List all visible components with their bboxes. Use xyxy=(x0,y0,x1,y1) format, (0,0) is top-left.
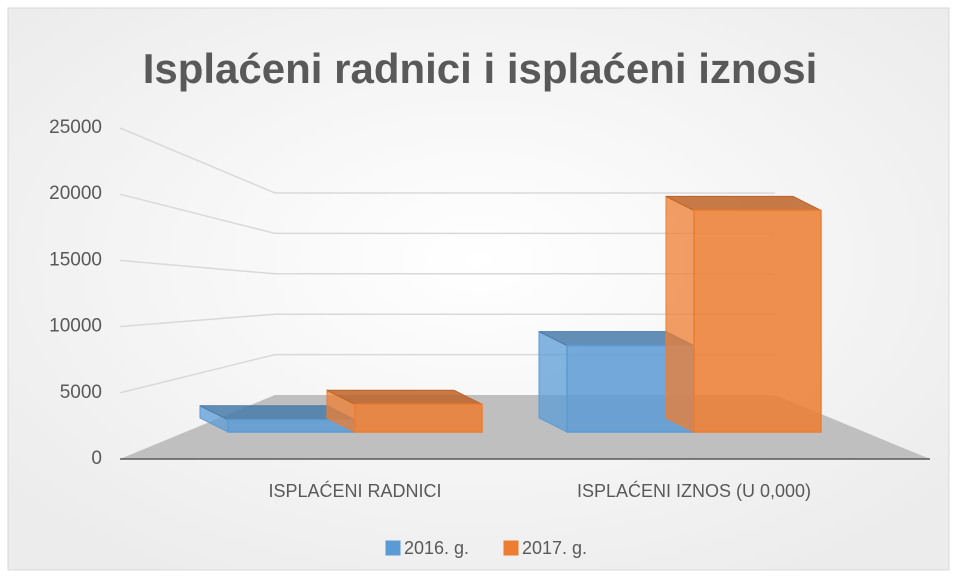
y-tick-label: 25000 xyxy=(49,117,102,138)
grid-line xyxy=(119,127,775,194)
bar-face xyxy=(665,195,822,211)
bar xyxy=(665,195,822,433)
bar-face xyxy=(693,209,822,433)
x-tick-label: ISPLAĆENI RADNICI xyxy=(268,480,441,501)
legend-swatch xyxy=(385,540,401,556)
y-tick-label: 10000 xyxy=(49,316,102,337)
bar-face xyxy=(538,330,568,433)
legend-label: 2016. g. xyxy=(404,538,469,558)
grid-line xyxy=(119,259,775,275)
grid-line xyxy=(119,313,775,328)
chart-title: Isplaćeni radnici i isplaćeni iznosi xyxy=(143,45,818,92)
y-tick-label: 0 xyxy=(91,448,102,469)
bar xyxy=(199,405,356,433)
bar xyxy=(326,389,483,433)
y-tick-label: 20000 xyxy=(49,183,102,204)
y-tick-label: 5000 xyxy=(60,382,102,403)
x-tick-label: ISPLAĆENI IZNOS (U 0,000) xyxy=(577,480,811,501)
bar-face xyxy=(326,389,483,405)
legend-swatch xyxy=(503,540,519,556)
bar-face xyxy=(354,403,483,433)
y-tick-label: 15000 xyxy=(49,249,102,270)
grid-line xyxy=(119,193,775,235)
bar-face xyxy=(665,195,695,433)
legend-label: 2017. g. xyxy=(522,538,587,558)
